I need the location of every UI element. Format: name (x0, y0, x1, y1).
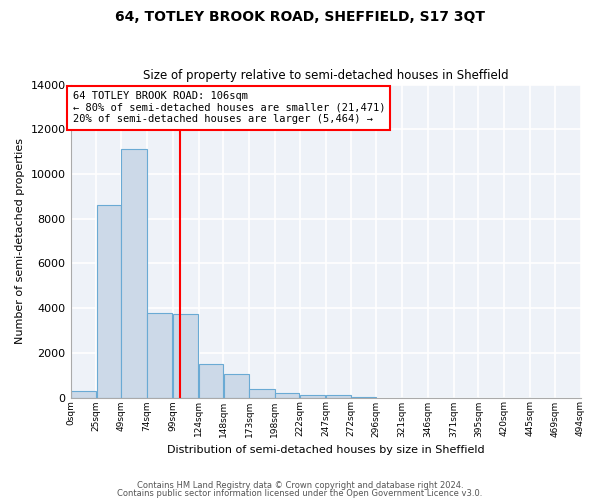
Text: 64 TOTLEY BROOK ROAD: 106sqm
← 80% of semi-detached houses are smaller (21,471)
: 64 TOTLEY BROOK ROAD: 106sqm ← 80% of se… (73, 92, 385, 124)
Bar (97, 206, 121, 398)
Bar (121, 150, 146, 398)
Bar (300, 395, 325, 398)
Bar (147, 312, 172, 398)
Text: 64, TOTLEY BROOK ROAD, SHEFFIELD, S17 3QT: 64, TOTLEY BROOK ROAD, SHEFFIELD, S17 3Q… (115, 10, 485, 24)
Bar (71, 391, 96, 398)
Bar (199, 364, 223, 398)
Bar (173, 314, 198, 398)
Bar (224, 374, 249, 398)
Bar (326, 396, 351, 398)
Text: Contains public sector information licensed under the Open Government Licence v3: Contains public sector information licen… (118, 488, 482, 498)
Title: Size of property relative to semi-detached houses in Sheffield: Size of property relative to semi-detach… (143, 69, 508, 82)
Bar (352, 397, 376, 398)
Bar (275, 393, 299, 398)
X-axis label: Distribution of semi-detached houses by size in Sheffield: Distribution of semi-detached houses by … (167, 445, 484, 455)
Bar (250, 388, 275, 398)
Text: Contains HM Land Registry data © Crown copyright and database right 2024.: Contains HM Land Registry data © Crown c… (137, 481, 463, 490)
Y-axis label: Number of semi-detached properties: Number of semi-detached properties (15, 138, 25, 344)
